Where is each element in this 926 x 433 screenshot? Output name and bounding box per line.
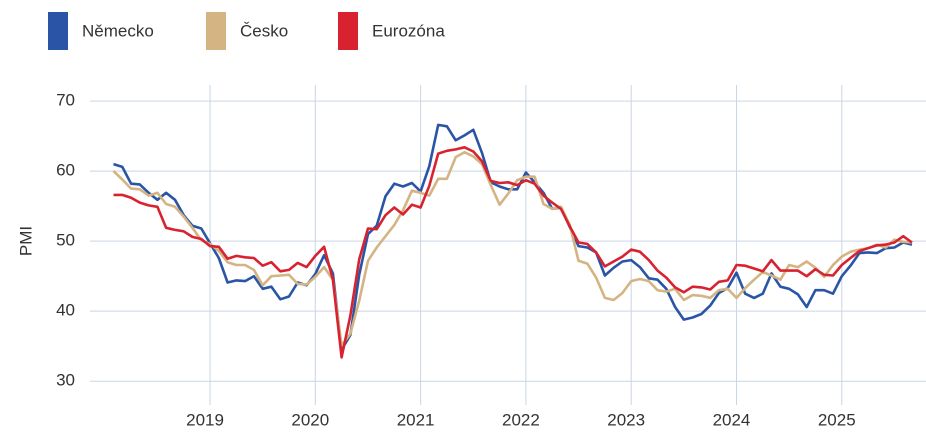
x-tick-label: 2022 bbox=[502, 410, 540, 429]
legend-label: Německo bbox=[82, 21, 154, 40]
x-tick-label: 2023 bbox=[607, 410, 645, 429]
legend-label: Česko bbox=[240, 21, 288, 40]
legend-swatch bbox=[48, 12, 68, 50]
x-tick-label: 2019 bbox=[186, 410, 224, 429]
y-axis-label: PMI bbox=[16, 226, 35, 256]
y-tick-label: 30 bbox=[56, 371, 75, 390]
y-tick-label: 60 bbox=[56, 161, 75, 180]
series-line bbox=[113, 123, 913, 351]
legend-swatch bbox=[338, 12, 358, 50]
x-tick-label: 2025 bbox=[818, 410, 856, 429]
series-line bbox=[113, 146, 913, 359]
x-tick-label: 2024 bbox=[713, 410, 751, 429]
y-tick-label: 40 bbox=[56, 301, 75, 320]
legend-swatch bbox=[206, 12, 226, 50]
y-tick-label: 70 bbox=[56, 91, 75, 110]
series-line bbox=[112, 150, 913, 347]
y-tick-label: 50 bbox=[56, 231, 75, 250]
x-tick-label: 2021 bbox=[397, 410, 435, 429]
x-tick-label: 2020 bbox=[291, 410, 329, 429]
legend-label: Eurozóna bbox=[372, 21, 445, 40]
